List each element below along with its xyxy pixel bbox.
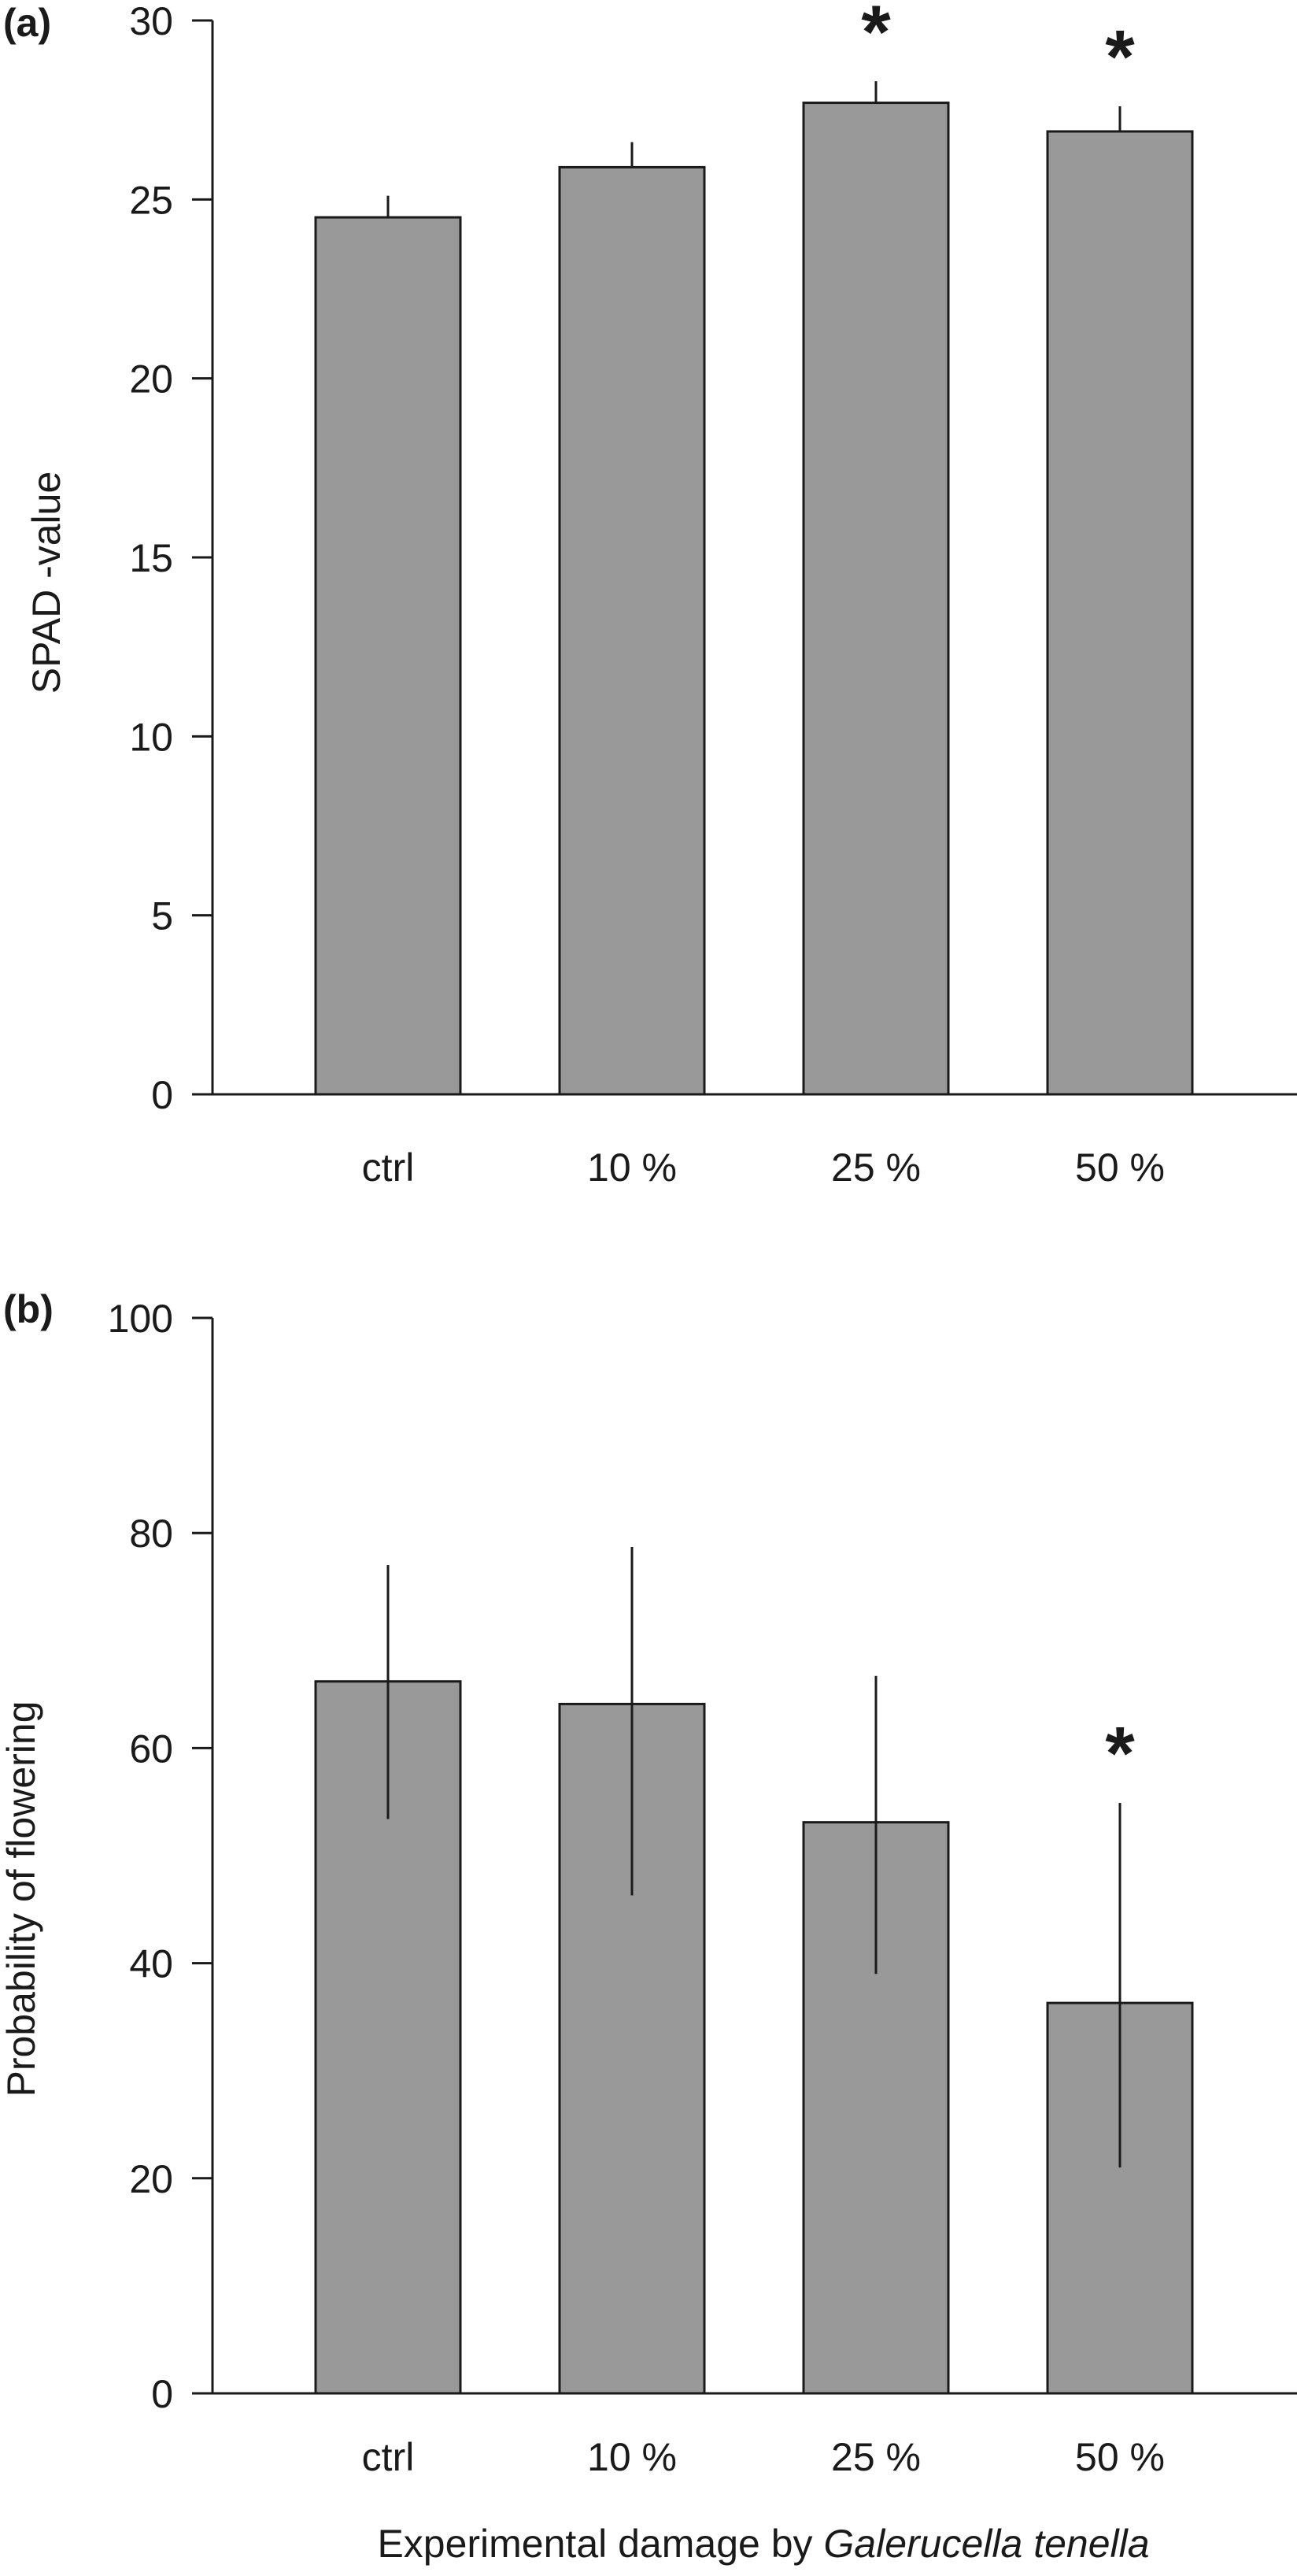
chart-panel-b: 0 20 40 60 80 100 ctrl 10 % 25 % 50 % * [108, 1297, 1297, 2479]
panel-label-b: (b) [3, 1287, 54, 1331]
y-tick-label-b: 20 [129, 2157, 173, 2201]
y-tick-label-a: 20 [129, 357, 173, 402]
bar-a [1046, 130, 1194, 1096]
x-axis-title-plain: Experimental damage by [377, 2522, 823, 2566]
y-tick-label-b: 40 [129, 1942, 173, 1986]
y-tick-label-a: 25 [129, 178, 173, 222]
y-tick-label-a: 10 [129, 715, 173, 759]
y-tick-label-b: 0 [151, 2372, 173, 2416]
category-label-a: ctrl [362, 1146, 415, 1190]
bar-a [314, 216, 462, 1096]
y-tick-label-a: 15 [129, 536, 173, 580]
y-tick-label-b: 100 [108, 1297, 173, 1341]
category-label-b: 25 % [831, 2435, 921, 2479]
category-label-a: 10 % [587, 1146, 677, 1190]
bar-a [802, 102, 950, 1096]
y-tick-label-b: 80 [129, 1512, 173, 1556]
y-tick-label-b: 60 [129, 1727, 173, 1771]
significance-star-a: * [1105, 15, 1135, 99]
category-label-b: ctrl [362, 2435, 415, 2479]
y-tick-label-a: 30 [129, 0, 173, 43]
y-tick-label-a: 5 [151, 894, 173, 938]
y-axis-title-a: SPAD -value [24, 472, 68, 694]
significance-star-b: * [1105, 1712, 1135, 1796]
category-label-b: 50 % [1075, 2435, 1165, 2479]
bar-a [558, 165, 706, 1096]
category-label-a: 50 % [1075, 1146, 1165, 1190]
category-label-b: 10 % [587, 2435, 677, 2479]
panel-label-a: (a) [3, 1, 51, 45]
category-label-a: 25 % [831, 1146, 921, 1190]
y-tick-label-a: 0 [151, 1073, 173, 1117]
y-axis-title-b: Probability of flowering [0, 1701, 43, 2097]
x-axis-title: Experimental damage by Galerucella tenel… [377, 2522, 1149, 2566]
chart-panel-a: 0 5 10 15 20 25 30 ctrl 10 % 25 % * 50 % * [129, 0, 1297, 1190]
significance-star-a: * [861, 0, 891, 74]
x-axis-title-species: Galerucella tenella [823, 2522, 1149, 2566]
